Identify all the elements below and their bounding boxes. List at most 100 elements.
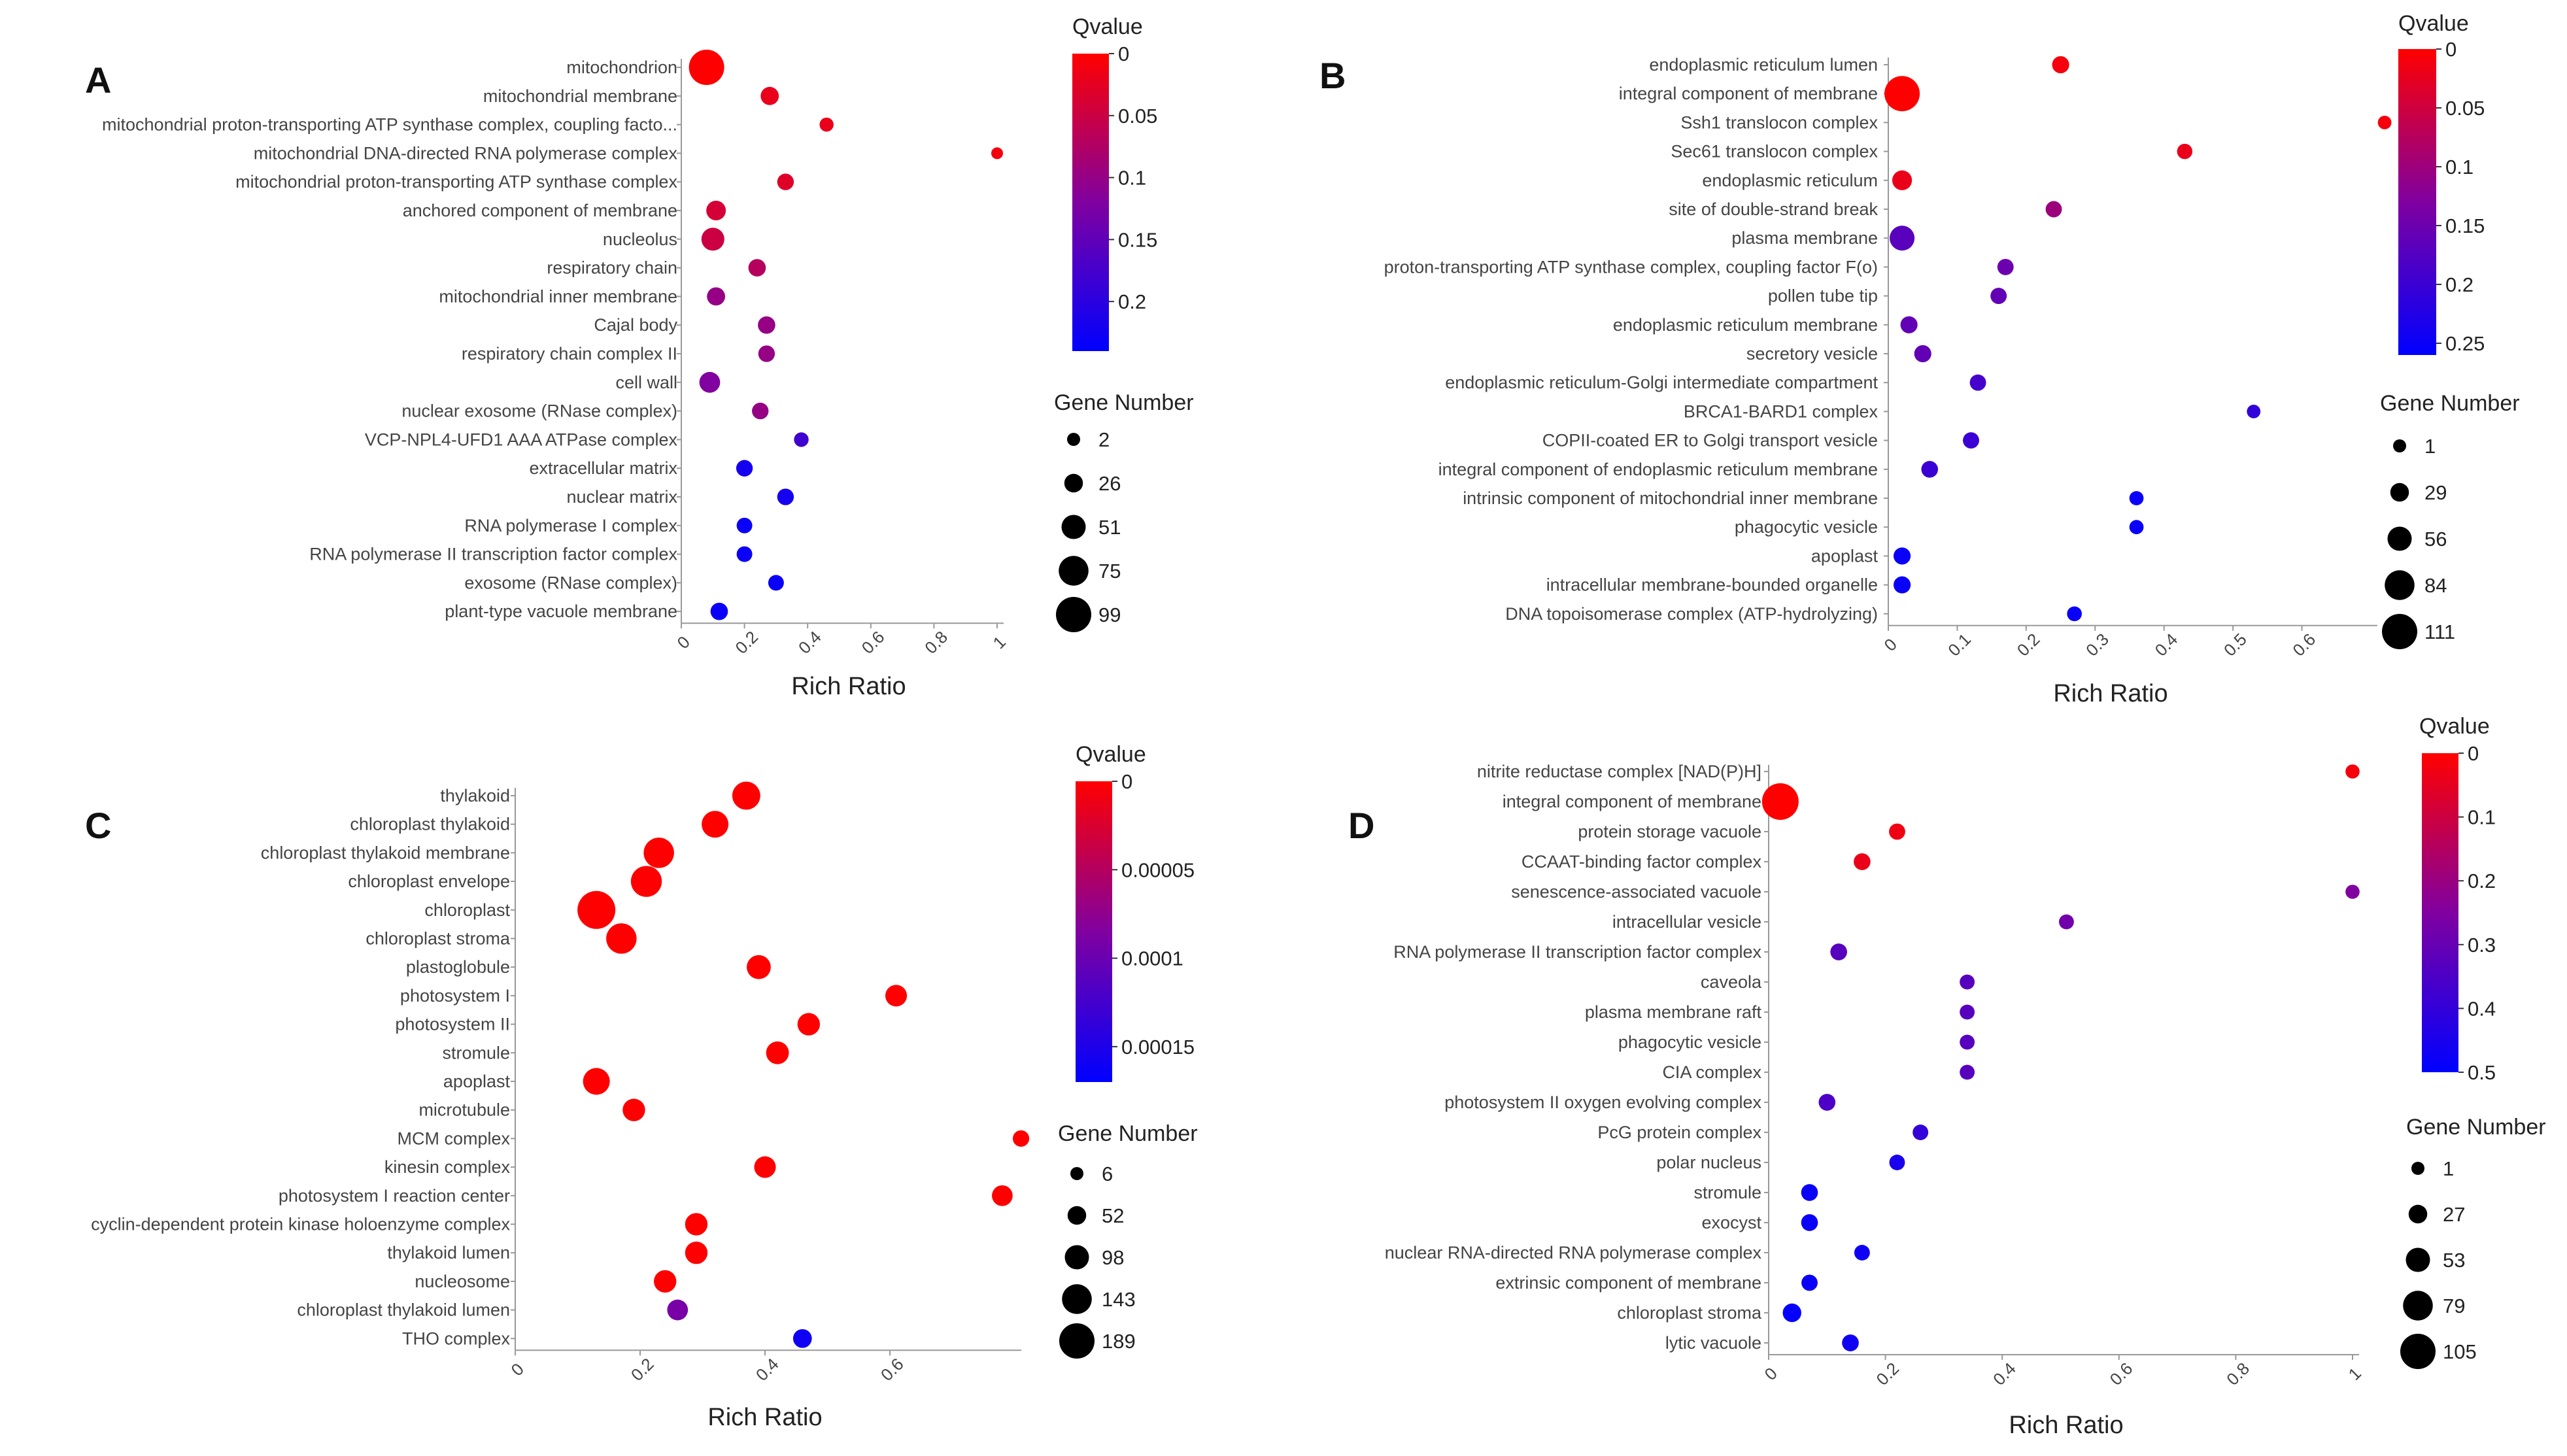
- panel-b-bubble: [1969, 374, 1986, 391]
- panel-d-x-tick-label: 0.6: [2106, 1359, 2137, 1389]
- panel-c-gene-legend-dot: [1067, 1206, 1087, 1225]
- panel-d-bubble: [1854, 1245, 1870, 1261]
- panel-a-term-label: mitochondrial proton-transporting ATP sy…: [235, 172, 677, 192]
- panel-b-bubble: [1892, 170, 1912, 190]
- panel-c-qvalue-legend-title: Qvalue: [1076, 742, 1146, 767]
- panel-b-term-label: Ssh1 translocon complex: [1680, 112, 1878, 132]
- panel-d-qvalue-tick-label: 0.3: [2468, 934, 2496, 957]
- panel-c-term-label: apoplast: [443, 1072, 511, 1091]
- panel-c-gene-legend-label: 6: [1102, 1162, 1113, 1185]
- panel-b-term-label: integral component of membrane: [1619, 84, 1878, 103]
- panel-a-gene-legend-label: 2: [1098, 428, 1110, 451]
- panel-b-x-tick-label: 0.5: [2220, 630, 2251, 660]
- panel-a-bubble: [710, 602, 728, 620]
- panel-b-qvalue-tick-label: 0.25: [2445, 332, 2485, 355]
- panel-b-gene-legend-title: Gene Number: [2380, 391, 2520, 416]
- panel-a-gene-legend-dot: [1056, 597, 1091, 632]
- panel-b-bubble: [1921, 461, 1939, 478]
- panel-d-term-label: senescence-associated vacuole: [1511, 882, 1761, 902]
- panel-a-bubble: [706, 201, 726, 220]
- panel-d-bubble: [1889, 823, 1905, 840]
- panel-b-plot: 0 0.1 0.2 0.3 0.4 0.5 0.6 endoplasmic reticulum…: [1384, 38, 2485, 660]
- panel-b-term-label: pollen tube tip: [1768, 286, 1878, 306]
- panel-c-gene-legend-dot: [1059, 1323, 1095, 1359]
- panel-d-bubble: [1960, 1064, 1975, 1080]
- panel-a-x-tick-label: 0: [673, 632, 694, 652]
- panel-a-bubble: [760, 86, 779, 105]
- panel-c-bubble: [1012, 1130, 1030, 1147]
- panel-a-qvalue-tick-label: 0.2: [1118, 290, 1146, 313]
- panel-d-bubble: [1801, 1274, 1818, 1291]
- panel-c-term-label: kinesin complex: [384, 1157, 511, 1177]
- panel-a-x-tick-label: 0.2: [732, 627, 762, 658]
- panel-label-d: D: [1348, 805, 1374, 846]
- panel-c-bubble: [754, 1156, 776, 1178]
- panel-d-x-tick-label: 0: [1761, 1364, 1781, 1384]
- panel-c-qvalue-colorbar: [1076, 781, 1112, 1082]
- panel-d-gene-legend-dot: [2408, 1204, 2428, 1224]
- panel-d-bubble: [1830, 943, 1847, 960]
- panel-a-bubble: [794, 432, 809, 447]
- panel-c-bubble: [643, 838, 674, 868]
- panel-d-gene-legend-label: 27: [2443, 1203, 2465, 1226]
- panel-a-qvalue-colorbar: [1072, 54, 1109, 351]
- panel-d-bubble: [1960, 1004, 1975, 1020]
- panel-b-gene-legend-label: 84: [2424, 574, 2447, 597]
- panel-c-bubble: [702, 811, 729, 838]
- panel-d-gene-legend-dot: [2400, 1334, 2436, 1369]
- panel-a-gene-legend-label: 51: [1098, 516, 1121, 539]
- panel-a-gene-legend-dot: [1059, 556, 1089, 586]
- panel-a-bubble: [736, 460, 753, 477]
- panel-b-x-tick-label: 0: [1880, 634, 1901, 654]
- panel-d-term-label: stromule: [1693, 1183, 1761, 1202]
- panel-d-qvalue-legend-title: Qvalue: [2419, 714, 2490, 739]
- panel-a-bubble: [991, 147, 1003, 160]
- panel-c-gene-legend-label: 52: [1102, 1204, 1124, 1227]
- panel-b-bubble: [2247, 405, 2261, 418]
- panel-c-gene-legend-title: Gene Number: [1058, 1121, 1198, 1146]
- panel-d-gene-legend-label: 1: [2443, 1157, 2454, 1180]
- panel-c-term-label: chloroplast thylakoid membrane: [261, 843, 510, 862]
- panel-b-bubble: [1963, 432, 1979, 449]
- panel-b-gene-legend-label: 1: [2424, 435, 2436, 458]
- panel-a-gene-legend-label: 26: [1098, 472, 1121, 495]
- panel-d-term-label: CCAAT-binding factor complex: [1522, 852, 1762, 872]
- panel-d-term-label: polar nucleus: [1656, 1153, 1761, 1172]
- panel-b-qvalue-tick-label: 0.15: [2445, 214, 2485, 237]
- panel-b-bubble: [1997, 258, 2014, 275]
- panel-c-term-label: chloroplast stroma: [366, 929, 511, 949]
- panel-a-term-label: nuclear exosome (RNase complex): [401, 401, 677, 421]
- panel-c-term-label: cyclin-dependent protein kinase holoenzy…: [91, 1215, 510, 1234]
- panel-a-plot: 0 0.2 0.4 0.6 0.8 1 mitochondrion mitochondrial…: [102, 42, 1157, 658]
- panel-c-term-label: plastoglobule: [406, 957, 510, 977]
- panel-a-qvalue-tick-label: 0.15: [1118, 228, 1157, 251]
- panel-a-term-label: Cajal body: [594, 315, 677, 335]
- panel-b-term-label: apoplast: [1811, 546, 1878, 566]
- panel-d-bubble: [1854, 853, 1871, 870]
- panel-c-qvalue-tick-label: 0.0001: [1121, 947, 1183, 970]
- panel-c-bubble: [583, 1068, 610, 1095]
- panel-d-x-tick-label: 0.8: [2222, 1359, 2253, 1389]
- panel-a-term-label: plant-type vacuole membrane: [445, 601, 677, 621]
- panel-c-x-tick-label: 0.2: [627, 1354, 658, 1385]
- panel-c-gene-legend-label: 189: [1102, 1330, 1136, 1353]
- panel-d-bubble: [1782, 1303, 1801, 1323]
- panel-c-gene-legend-label: 98: [1102, 1246, 1124, 1269]
- panel-a-term-label: mitochondrial membrane: [483, 86, 677, 106]
- panel-b-bubble: [1914, 345, 1931, 363]
- panel-a-term-label: nucleolus: [603, 229, 677, 249]
- panel-a-bubble: [688, 50, 724, 85]
- panel-d-qvalue-tick-label: 0.4: [2468, 997, 2496, 1020]
- panel-c-qvalue-tick-label: 0.00015: [1121, 1036, 1195, 1058]
- panel-a-gene-legend-dot: [1067, 433, 1080, 446]
- panel-b-bubble: [1900, 316, 1918, 333]
- panel-d-qvalue-tick-label: 0: [2468, 742, 2479, 765]
- panel-a-bubble: [707, 287, 726, 306]
- panel-a-term-label: anchored component of membrane: [403, 201, 677, 220]
- panel-a-bubble: [736, 517, 753, 533]
- panel-d-x-tick-label: 0.2: [1873, 1359, 1903, 1389]
- panel-d-bubble: [2059, 914, 2074, 930]
- panel-a-x-axis-label: Rich Ratio: [791, 673, 906, 700]
- panel-b-term-label: BRCA1-BARD1 complex: [1684, 401, 1878, 421]
- panel-a-bubble: [819, 117, 834, 132]
